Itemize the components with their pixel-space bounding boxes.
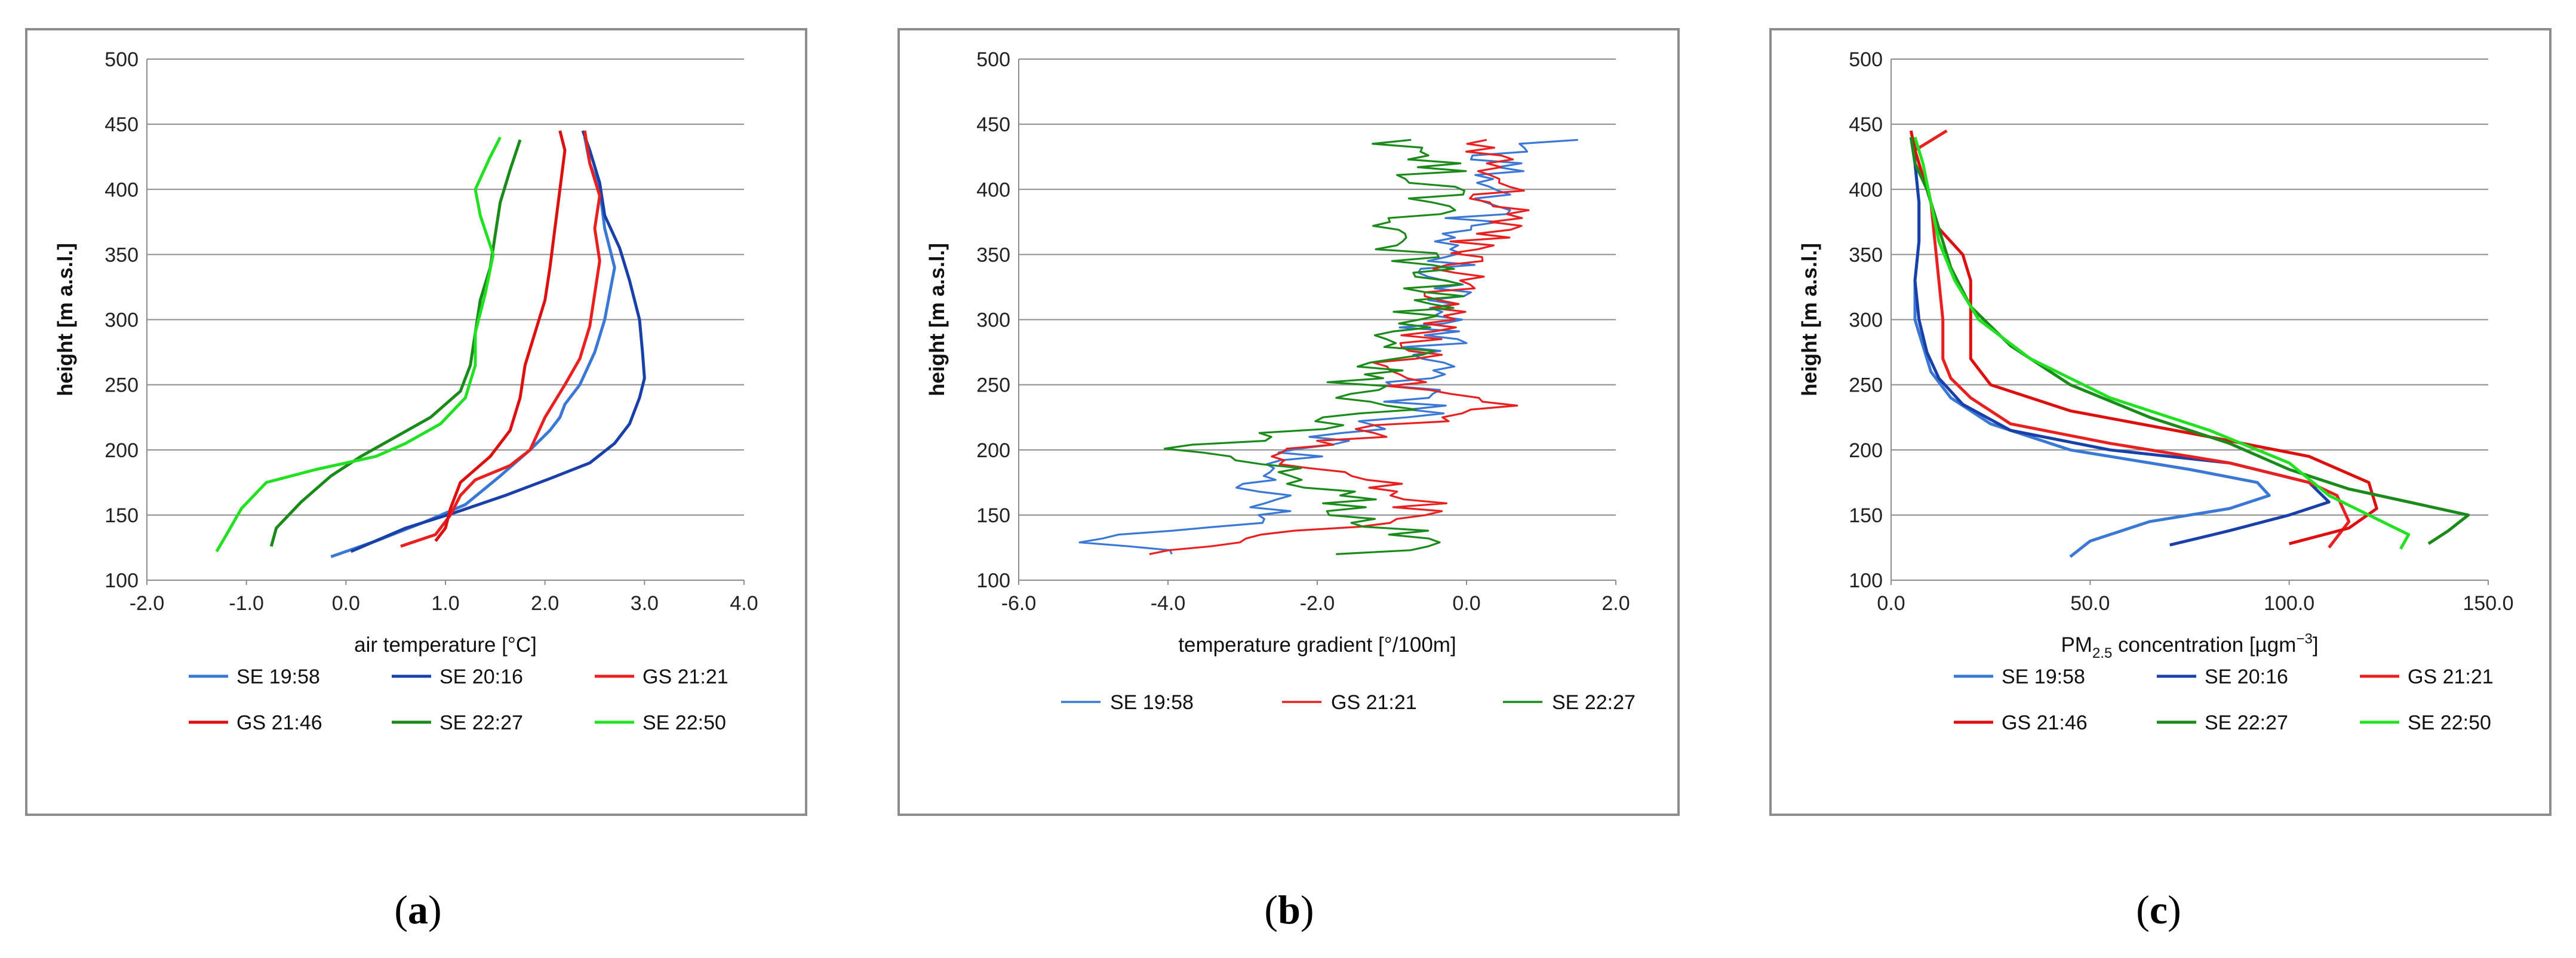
xtick-label-c: 100.0 [2264,592,2314,615]
xtick-label-c: 50.0 [2070,592,2110,615]
legend-entry: SE 19:58 [2002,666,2085,688]
ytick-label-b: 450 [976,113,1010,136]
legend-entry: GS 21:21 [2408,666,2494,688]
series-line-gs-21-21 [1149,138,1530,555]
ytick-label-c: 450 [1849,113,1883,136]
ytick-label-c: 500 [1849,48,1883,71]
series-line-se-22-50 [1913,137,2411,550]
legend-entry: SE 22:50 [2408,711,2491,734]
legend-entry: SE 22:27 [1552,691,1636,714]
xtick-label-a: 3.0 [631,592,659,615]
xtick-label-a: 2.0 [531,592,559,615]
series-line-se-22-50 [215,136,502,553]
series-line-se-20-16 [1909,137,2331,547]
legend-entry: SE 22:50 [643,711,726,734]
xtick-label-b: -2.0 [1300,592,1335,615]
legend-entry: GS 21:46 [2002,711,2088,734]
xtick-label-a: 0.0 [332,592,360,615]
ytick-label-b: 400 [976,178,1010,201]
legend-entry: SE 19:58 [236,666,320,688]
ytick-label-a: 150 [104,504,139,527]
xtick-label-b: -4.0 [1151,592,1186,615]
xtick-label-c: 0.0 [1877,592,1905,615]
chart-c: 100 150 200 250 300 350 400 450 500 0.0 50.0 100.0 1… [1798,48,2514,734]
legend-entry: SE 22:27 [2205,711,2288,734]
xtick-label-b: -6.0 [1001,592,1037,615]
series-line-se-19-58 [330,137,616,559]
xtick-label-a: -2.0 [130,592,165,615]
series-line-gs-21-46 [434,130,567,543]
ytick-label-a: 250 [104,374,139,397]
ytick-label-b: 350 [976,244,1010,266]
legend-entry: GS 21:21 [1331,691,1417,714]
series-line-se-19-58 [1078,138,1578,555]
chart-a: 100 150 200 250 300 350 400 450 500 -2.0 -1.0 0.0 1.… [54,48,758,734]
legend-entry: SE 22:27 [439,711,523,734]
label-b: (b) [1264,887,1314,932]
ytick-label-c: 400 [1849,178,1883,201]
x-axis-title-b: temperature gradient [°/100m] [1178,633,1456,657]
panel-c: 100 150 200 250 300 350 400 450 500 0.0 50.0 100.0 1… [1769,28,2552,816]
legend-entry: GS 21:21 [643,666,728,688]
series-line-se-22-27 [1163,138,1467,555]
series-line-gs-21-21 [400,130,601,548]
legend-entry: SE 20:16 [2205,666,2288,688]
ytick-label-b: 200 [976,439,1010,462]
ytick-label-a: 500 [104,48,139,71]
xtick-label-a: -1.0 [229,592,264,615]
xtick-label-b: 0.0 [1452,592,1480,615]
ytick-label-c: 100 [1849,569,1883,592]
series-line-se-19-58 [1913,137,2271,558]
ytick-label-a: 100 [104,569,139,592]
label-c: (c) [2136,887,2181,932]
xtick-label-a: 1.0 [431,592,459,615]
ytick-label-a: 350 [104,244,139,266]
y-axis-title-b: height [m a.s.l.] [926,243,949,396]
xtick-label-b: 2.0 [1601,592,1630,615]
ytick-label-c: 250 [1849,374,1883,397]
panel-b: 100 150 200 250 300 350 400 450 500 -6.0 -4.0 -2.0 0… [897,28,1680,816]
y-axis-title-c: height [m a.s.l.] [1798,243,1821,396]
ytick-label-a: 300 [104,309,139,332]
y-axis-title-a: height [m a.s.l.] [54,243,77,396]
x-axis-title-a: air temperature [°C] [354,633,537,657]
ytick-label-b: 300 [976,309,1010,332]
ytick-label-b: 250 [976,374,1010,397]
legend-entry: SE 19:58 [1110,691,1194,714]
ytick-label-c: 200 [1849,439,1883,462]
ytick-label-b: 150 [976,504,1010,527]
legend-entry: GS 21:46 [236,711,322,734]
series-line-gs-21-21 [1913,129,2351,549]
xtick-label-c: 150.0 [2463,592,2513,615]
series-line-se-22-27 [1909,137,2470,545]
x-axis-title-c: PM2.5 concentration [µgm−3] [2061,631,2318,661]
chart-b: 100 150 200 250 300 350 400 450 500 -6.0 -4.0 -2.0 0… [926,48,1636,714]
ytick-label-c: 300 [1849,309,1883,332]
ytick-label-c: 150 [1849,504,1883,527]
panel-a: 100 150 200 250 300 350 400 450 500 -2.0 -1.0 0.0 1.… [25,28,807,816]
series-line-se-22-27 [269,139,522,547]
legend-entry: SE 20:16 [439,666,523,688]
label-a: (a) [394,887,442,932]
xtick-label-a: 4.0 [730,592,758,615]
series-line-se-20-16 [350,130,646,553]
ytick-label-b: 500 [976,48,1010,71]
ytick-label-a: 200 [104,439,139,462]
ytick-label-c: 350 [1849,244,1883,266]
ytick-label-b: 100 [976,569,1010,592]
ytick-label-a: 450 [104,113,139,136]
ytick-label-a: 400 [104,178,139,201]
